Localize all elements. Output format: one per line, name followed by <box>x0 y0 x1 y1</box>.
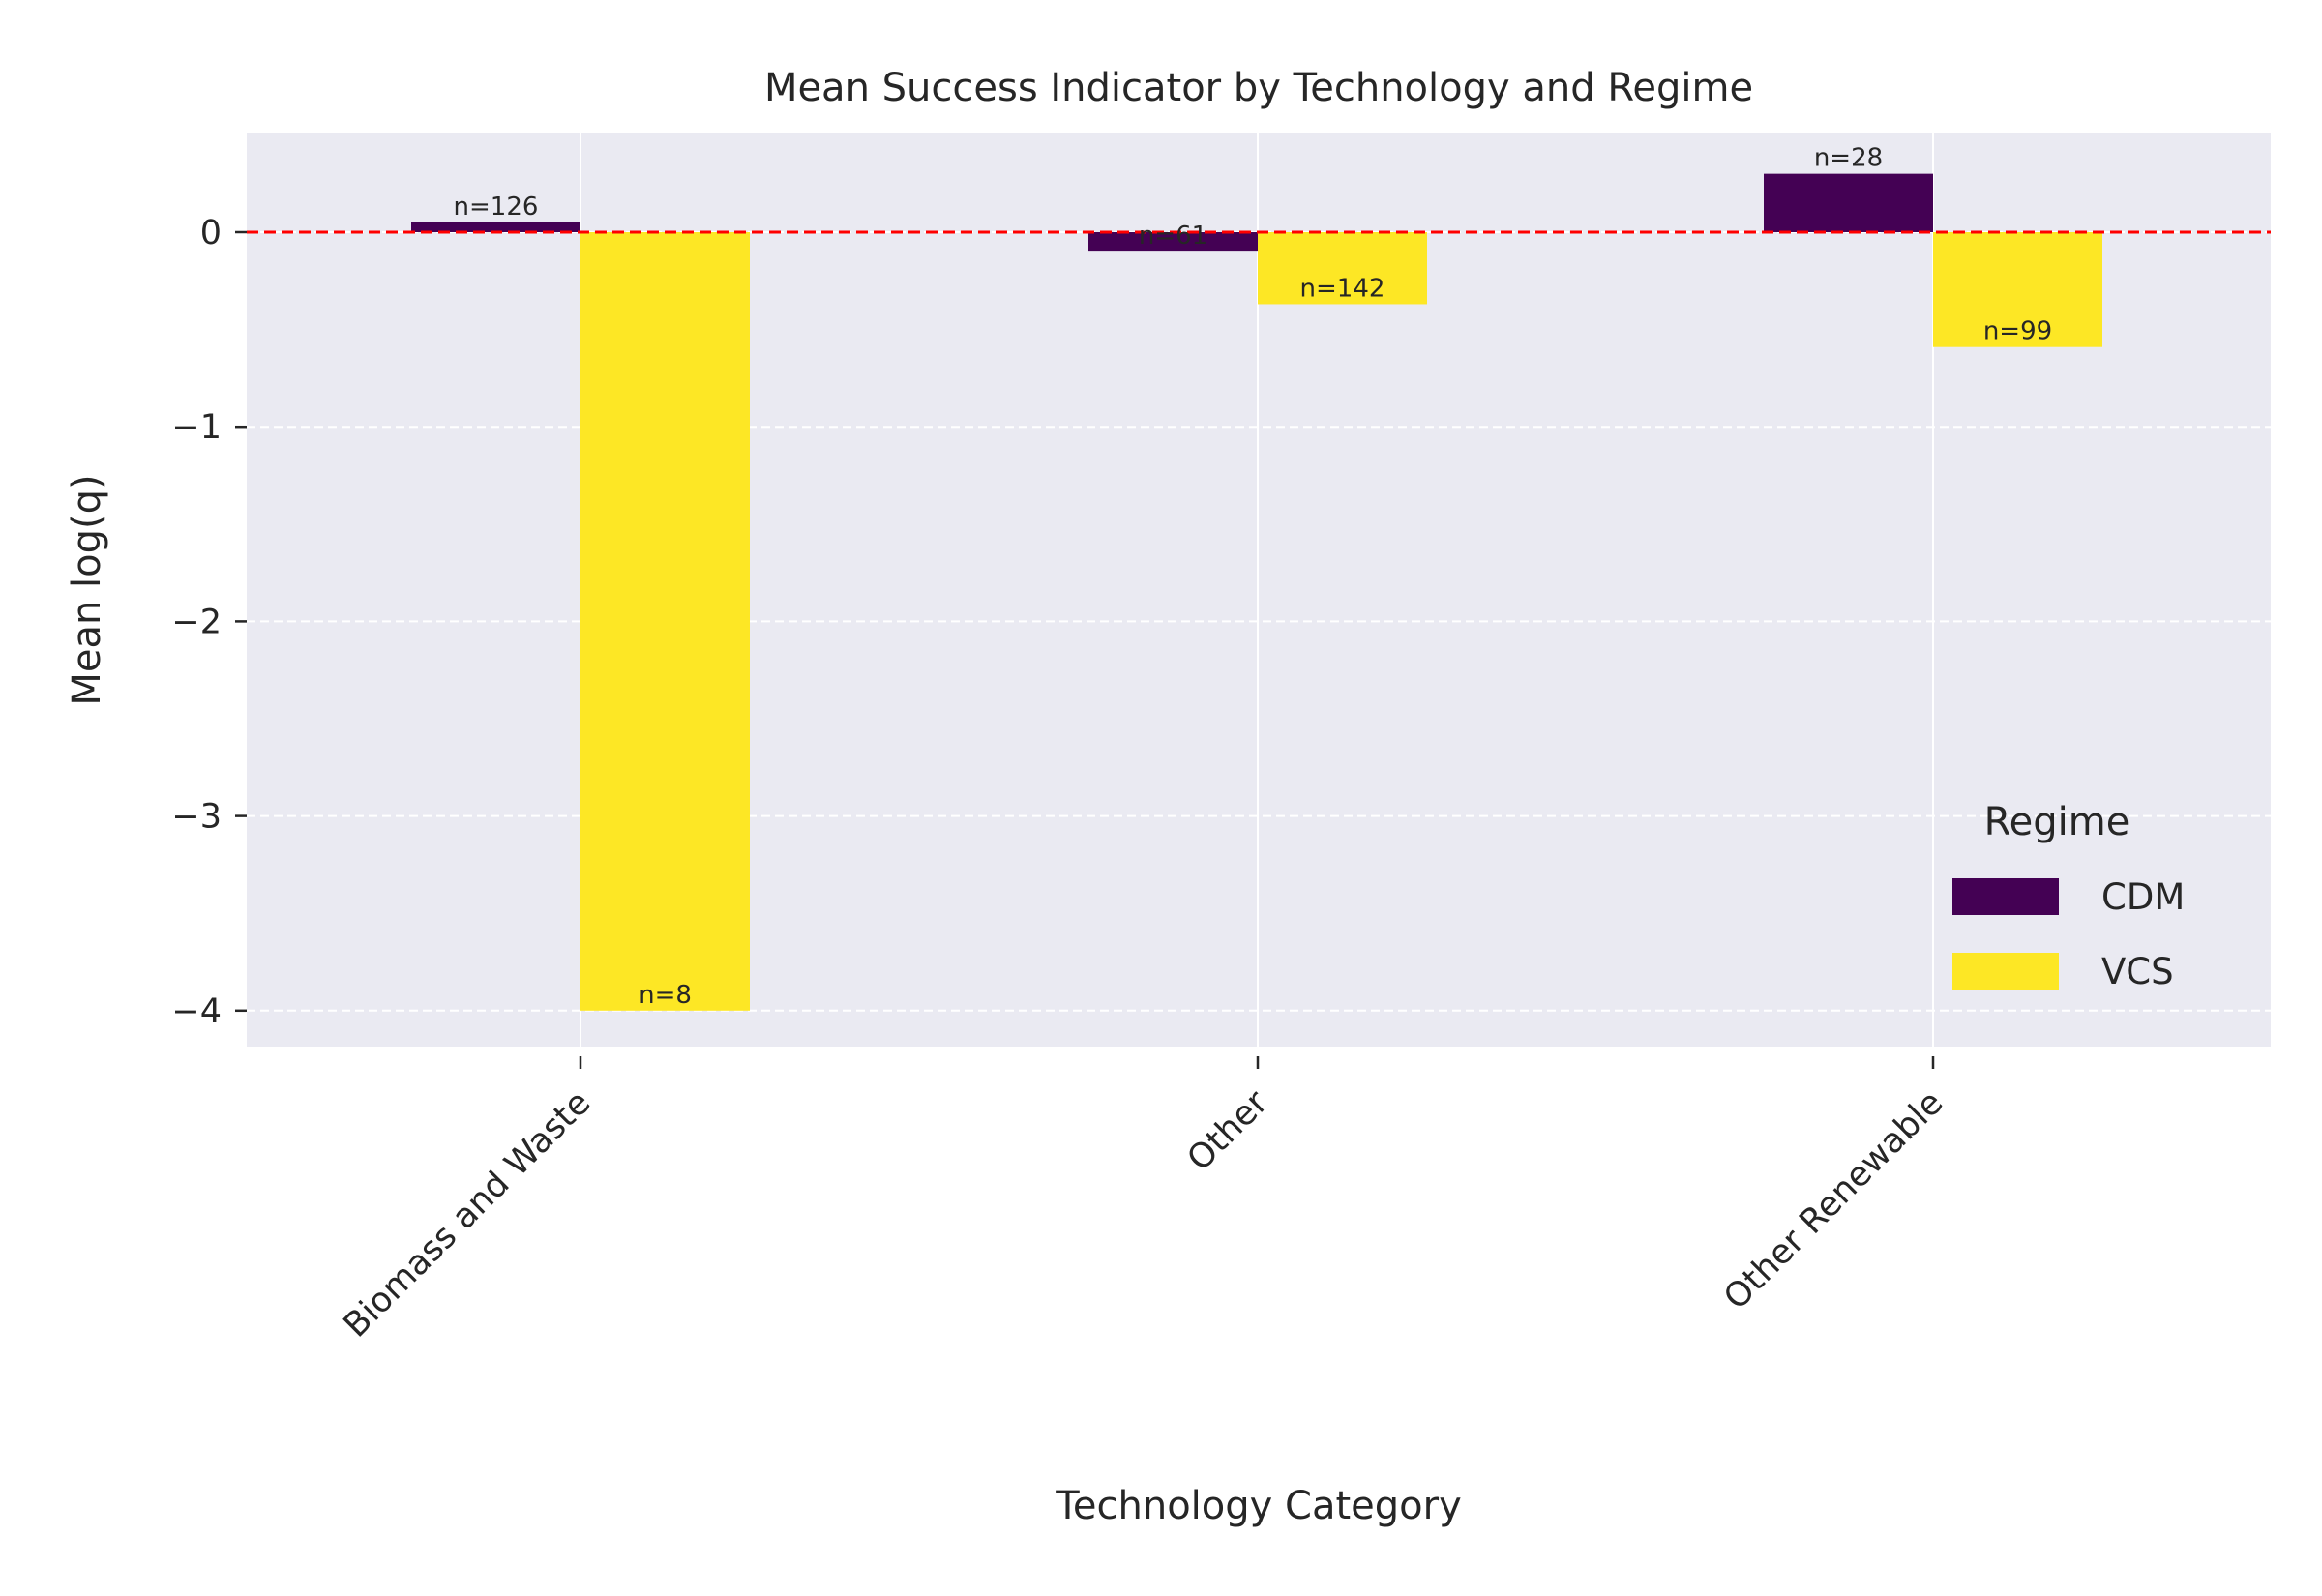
legend-label-cdm: CDM <box>2101 876 2185 918</box>
bar-labels-layer: n=126 n=61 n=28 n=8 n=142 n=99 <box>454 144 2053 1010</box>
legend-swatch-vcs <box>1952 953 2059 990</box>
bar-vcs-1 <box>1258 232 1427 305</box>
y-tick-label: −1 <box>171 408 222 447</box>
bar-vcs-0 <box>580 232 750 1011</box>
y-tick-label: −4 <box>171 992 222 1031</box>
x-tick-label: Other <box>1180 1083 1276 1179</box>
x-axis-label: Technology Category <box>1055 1484 1462 1528</box>
bar-cdm-1 <box>1088 232 1258 252</box>
bars-layer <box>411 173 2102 1011</box>
legend-label-vcs: VCS <box>2101 951 2174 992</box>
y-tick-label: 0 <box>200 214 222 252</box>
bar-label-cdm-1: n=61 <box>1139 222 1207 251</box>
chart-title: Mean Success Indicator by Technology and… <box>764 66 1753 110</box>
bar-label-cdm-2: n=28 <box>1814 144 1883 173</box>
legend: Regime CDM VCS <box>1952 800 2185 992</box>
legend-swatch-cdm <box>1952 878 2059 915</box>
x-tick-label: Biomass and Waste <box>337 1083 599 1345</box>
bar-label-cdm-0: n=126 <box>454 192 539 222</box>
bar-cdm-2 <box>1764 173 1933 232</box>
y-axis-label: Mean log(q) <box>65 474 109 705</box>
x-tick-label: Other Renewable <box>1717 1083 1951 1317</box>
bar-label-vcs-1: n=142 <box>1300 274 1385 303</box>
y-ticks-layer: 0 −1 −2 −3 −4 <box>171 214 247 1031</box>
legend-title: Regime <box>1984 800 2130 844</box>
bar-cdm-0 <box>411 222 580 232</box>
x-ticks-layer: Biomass and Waste Other Other Renewable <box>337 1056 1951 1345</box>
bar-label-vcs-0: n=8 <box>639 981 692 1010</box>
bar-vcs-2 <box>1933 232 2102 347</box>
y-tick-label: −3 <box>171 798 222 837</box>
y-tick-label: −2 <box>171 603 222 641</box>
bar-label-vcs-2: n=99 <box>1983 317 2052 346</box>
